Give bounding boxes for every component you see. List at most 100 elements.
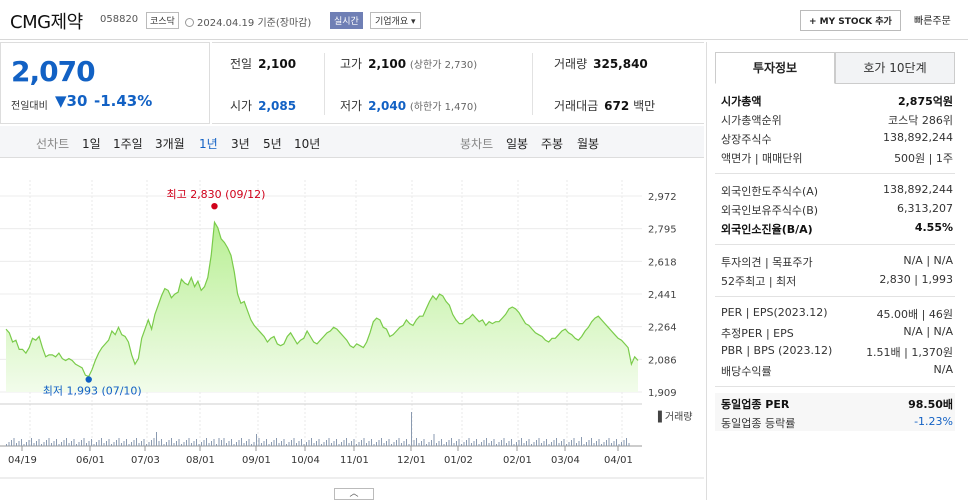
volume-bar [201, 442, 202, 446]
volume-bar [406, 439, 407, 446]
candle-monthly[interactable]: 월봉 [577, 137, 600, 151]
max-label: 최고 2,830 (09/12) [166, 188, 265, 201]
volume-bar [456, 441, 457, 446]
volume-bar [296, 443, 297, 446]
current-price: 2,070 [11, 55, 96, 88]
volume-bar [328, 438, 330, 446]
period-1d[interactable]: 1일 [82, 137, 101, 151]
y-tick-label: 2,795 [648, 225, 677, 236]
upper-limit: (상한가 2,730) [409, 60, 478, 71]
period-5y[interactable]: 5년 [263, 137, 282, 151]
volume-bar [541, 443, 542, 446]
realtime-button[interactable]: 실시간 [330, 12, 363, 29]
period-1w[interactable]: 1주일 [113, 137, 143, 151]
volume-bar [618, 444, 620, 446]
info-row: 외국인소진율(B/A) 4.55% [715, 218, 955, 237]
volume-bar [181, 444, 182, 446]
market-badge: 코스닥 [146, 12, 179, 29]
volume-bar [553, 440, 555, 446]
volume-bar [266, 439, 267, 446]
stock-name: CMG제약 [10, 12, 83, 33]
tab-invest-info[interactable]: 투자정보 [715, 52, 835, 84]
quick-order-link[interactable]: 빠른주문 [914, 16, 951, 27]
section-divider [715, 379, 955, 387]
volume-bar [53, 441, 55, 446]
period-10y[interactable]: 10년 [294, 137, 321, 151]
volume-bar [401, 443, 402, 446]
volume-bar [68, 443, 70, 446]
volume-bar [288, 442, 290, 446]
volume-bar [118, 438, 120, 446]
volume-bar [168, 440, 170, 446]
volume-bar [383, 443, 385, 446]
volume-bar [563, 439, 565, 446]
info-value: 98.50배 [908, 398, 953, 411]
volume-bar [533, 442, 535, 446]
volume-bar [213, 439, 215, 446]
volume-bar [156, 432, 157, 446]
info-row: 동일업종 PER 98.50배 [715, 393, 955, 412]
info-value: 45.00배 | 46원 [876, 308, 953, 321]
period-1y[interactable]: 1년 [199, 137, 218, 151]
volume-bar [261, 443, 262, 446]
chart-collapse-handle[interactable]: ︿ [334, 488, 374, 500]
volume-bar [576, 443, 577, 446]
candle-daily[interactable]: 일봉 [506, 137, 529, 151]
section-divider [715, 166, 955, 174]
date-basis: 기준(장마감) [257, 18, 312, 29]
price-change-value: 30 [66, 92, 88, 110]
volume-bar [151, 440, 152, 446]
price-area [6, 222, 638, 392]
volume-bar [73, 439, 75, 446]
period-3m[interactable]: 3개월 [155, 137, 185, 151]
volume-bar [568, 442, 570, 446]
volume-bar [488, 443, 490, 446]
chevron-up-icon: ︿ [349, 489, 359, 499]
volume-bar [518, 440, 520, 446]
volume-bar [43, 442, 45, 446]
volume-bar [58, 444, 60, 446]
volume-value: 325,840 [593, 57, 648, 71]
volume-bar [211, 441, 212, 446]
price-change: ▼30 [55, 92, 87, 110]
volume-bar [236, 442, 237, 446]
volume-bar [448, 440, 450, 446]
volume-bar [358, 442, 360, 446]
volume-bar [471, 443, 472, 446]
volume-bar [363, 438, 365, 446]
price-chart[interactable]: 2,972 2,795 2,618 2,441 2,264 2,086 1,909 최고 2,… [0, 160, 704, 500]
volume-bar [31, 438, 32, 446]
volume-bar [386, 441, 387, 446]
info-value: -1.23% [914, 415, 953, 428]
period-3y[interactable]: 3년 [231, 137, 250, 151]
info-value: 4.55% [914, 221, 953, 234]
tab-quote-10[interactable]: 호가 10단계 [835, 52, 955, 84]
volume-bar [466, 440, 467, 446]
volume-bar [103, 443, 105, 446]
candle-weekly[interactable]: 주봉 [541, 137, 564, 151]
volume-bar [218, 438, 220, 446]
volume-bar [486, 438, 487, 446]
x-tick-label: 08/01 [186, 455, 215, 466]
trade-amount-value: 672 [604, 99, 630, 113]
volume-bar [131, 442, 132, 446]
company-info-button[interactable]: 기업개요 ▾ [370, 12, 421, 29]
volume-bar [426, 444, 427, 446]
volume-bar [88, 441, 90, 446]
volume-bar [276, 438, 277, 446]
stock-code: 058820 [100, 14, 139, 25]
volume: 거래량 325,840 [554, 55, 648, 72]
volume-bar [608, 438, 610, 446]
volume-bar [626, 438, 627, 446]
volume-bar [551, 442, 552, 446]
volume-bar [496, 444, 497, 446]
info-row: PBR | BPS (2023.12) 1.51배 | 1,370원 [715, 341, 955, 360]
info-row: 액면가 | 매매단위 500원 | 1주 [715, 147, 955, 166]
volume-bar [273, 440, 275, 446]
line-chart-label: 선차트 [36, 137, 70, 151]
date-value: 2024.04.19 [197, 18, 255, 29]
volume-bar [408, 444, 410, 446]
volume-bar [133, 440, 135, 446]
volume-bar [391, 444, 392, 446]
mystock-add-button[interactable]: + MY STOCK 추가 [800, 10, 901, 31]
